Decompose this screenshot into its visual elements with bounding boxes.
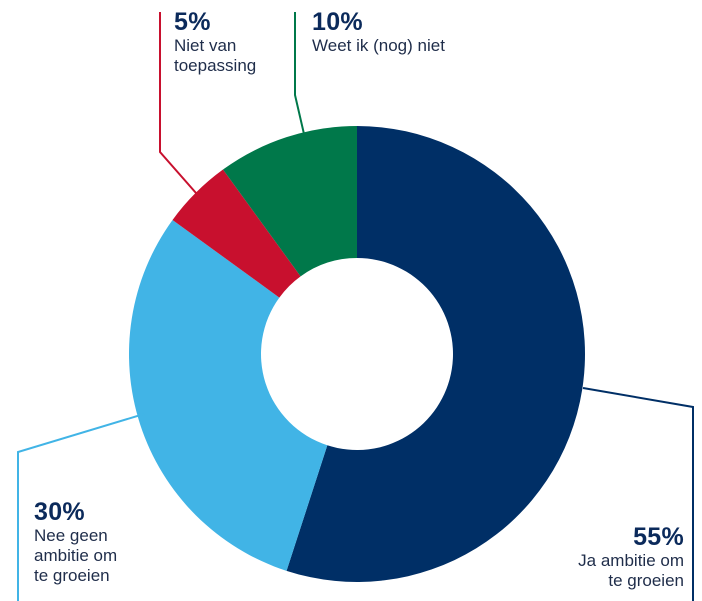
label-ja-ambitie: 55% Ja ambitie om te groeien bbox=[504, 523, 684, 591]
leader-line-3 bbox=[294, 12, 305, 135]
slice-label: Weet ik (nog) niet bbox=[312, 36, 445, 55]
leader-line-2 bbox=[159, 12, 197, 194]
slice-label: Niet van toepassing bbox=[174, 36, 257, 75]
leader-line-0 bbox=[582, 387, 694, 601]
slice-label: Ja ambitie om te groeien bbox=[578, 551, 684, 590]
slice-percent: 5% bbox=[174, 8, 211, 36]
donut-slice-3 bbox=[222, 126, 357, 277]
donut-slice-2 bbox=[172, 169, 301, 298]
donut-slice-0 bbox=[286, 126, 586, 582]
slice-percent: 30% bbox=[34, 498, 85, 526]
donut-slice-1 bbox=[129, 219, 328, 571]
leader-line-1 bbox=[17, 413, 145, 601]
slice-label: Nee geen ambitie om te groeien bbox=[34, 526, 118, 585]
slice-percent: 10% bbox=[312, 8, 363, 36]
label-nee-geen-ambitie: 30% Nee geen ambitie om te groeien bbox=[34, 498, 174, 586]
label-weet-ik-niet: 10% Weet ik (nog) niet bbox=[312, 8, 532, 56]
slice-percent: 55% bbox=[633, 523, 684, 551]
label-niet-van-toepassing: 5% Niet van toepassing bbox=[174, 8, 304, 76]
